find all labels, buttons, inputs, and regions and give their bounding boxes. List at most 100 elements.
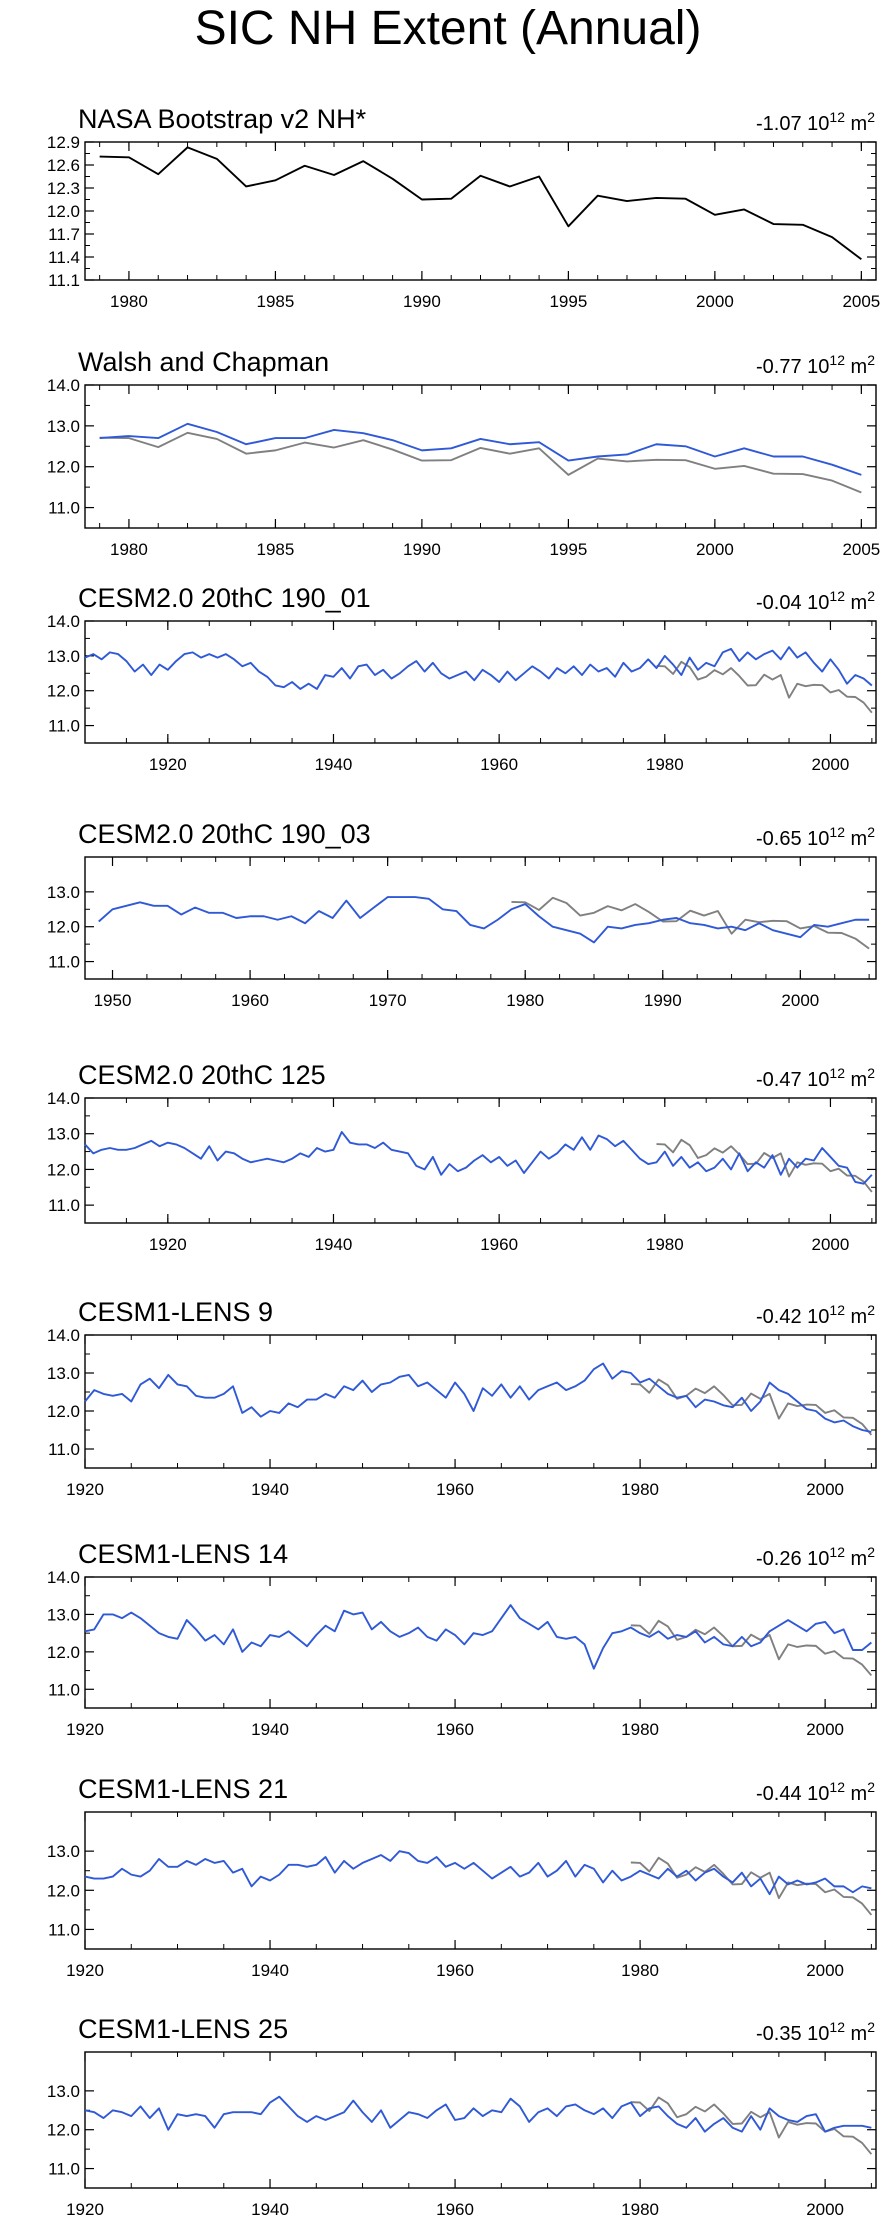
x-tick-label: 1980 — [646, 1235, 684, 1254]
y-tick-label: 12.0 — [47, 202, 80, 221]
x-tick-label: 1940 — [251, 1720, 289, 1739]
x-tick-label: 1960 — [480, 1235, 518, 1254]
panel-4: CESM2.0 20thC 190_03 -0.65 1012 m2 11.0 12.… — [47, 819, 877, 1010]
y-tick-label: 11.1 — [48, 271, 80, 290]
trend-suffix: m — [845, 1069, 867, 1091]
series-line-obs — [656, 660, 873, 714]
y-tick-label: 12.6 — [47, 156, 80, 175]
trend-unit: 10 — [807, 1069, 829, 1091]
trend-value: -0.77 — [756, 356, 802, 378]
panels-group: NASA Bootstrap v2 NH* -1.07 1012 m211.111… — [47, 104, 880, 2219]
x-tick-label: 1940 — [315, 755, 353, 774]
series-line-main — [99, 146, 862, 261]
trend-suffix: m — [845, 1306, 867, 1328]
x-tick-label: 2000 — [806, 1961, 844, 1980]
series-line-model — [84, 1604, 872, 1670]
y-tick-label: 14.0 — [47, 612, 80, 631]
x-tick-label: 1920 — [149, 1235, 187, 1254]
x-tick-label: 1920 — [149, 755, 187, 774]
y-tick-label: 11.0 — [48, 2160, 80, 2179]
x-tick-label: 2000 — [781, 991, 819, 1010]
trend-unit: 10 — [807, 592, 829, 614]
panel-title: CESM1-LENS 14 — [78, 1539, 288, 1569]
x-tick-label: 1920 — [66, 2200, 104, 2219]
series-line-model — [84, 1362, 872, 1433]
x-tick-label: 1960 — [480, 755, 518, 774]
trend-value: -0.35 — [756, 2023, 802, 2045]
series-line-model — [84, 646, 873, 690]
trend-suffix: m — [845, 113, 867, 135]
panel-9: CESM1-LENS 25 -0.35 1012 m2 11.0 12.0 13.0 19… — [47, 2014, 877, 2219]
series-line-obs — [656, 1138, 873, 1193]
plot-frame — [84, 1576, 877, 1709]
x-tick-label: 2005 — [842, 292, 880, 311]
y-tick-label: 12.0 — [47, 918, 80, 937]
trend-exponent: 12 — [829, 352, 845, 368]
trend-suffix-exponent: 2 — [867, 824, 875, 840]
y-tick-label: 11.0 — [48, 1680, 80, 1699]
panel-title: CESM2.0 20thC 190_01 — [78, 583, 371, 613]
y-tick-label: 13.0 — [47, 2082, 80, 2101]
y-tick-label: 12.3 — [47, 179, 80, 198]
x-tick-label: 1980 — [621, 2200, 659, 2219]
y-tick-label: 12.9 — [47, 133, 80, 152]
plot-frame — [84, 620, 877, 744]
x-tick-label: 2000 — [696, 292, 734, 311]
x-tick-label: 1985 — [257, 540, 295, 559]
trend-unit: 10 — [807, 356, 829, 378]
series-line-obs — [630, 1856, 873, 1916]
trend-value: -0.42 — [756, 1306, 802, 1328]
trend-value: -0.47 — [756, 1069, 802, 1091]
plot-frame — [84, 384, 877, 529]
trend-label: -0.47 1012 m2 — [756, 1065, 875, 1091]
trend-value: -0.65 — [756, 828, 802, 850]
y-tick-label: 13.0 — [47, 883, 80, 902]
trend-label: -0.26 1012 m2 — [756, 1544, 875, 1570]
x-tick-label: 2005 — [842, 540, 880, 559]
series-line-model — [98, 896, 870, 944]
y-tick-label: 12.0 — [47, 2121, 80, 2140]
x-tick-label: 1940 — [251, 1961, 289, 1980]
trend-label: -0.44 1012 m2 — [756, 1779, 875, 1805]
trend-suffix: m — [845, 828, 867, 850]
panel-2: Walsh and Chapman -0.77 1012 m2 11.0 12.0 13… — [47, 347, 880, 559]
trend-value: -0.04 — [756, 592, 802, 614]
x-tick-label: 1980 — [506, 991, 544, 1010]
trend-unit: 10 — [807, 1306, 829, 1328]
trend-unit: 10 — [807, 1783, 829, 1805]
panel-title: NASA Bootstrap v2 NH* — [78, 104, 367, 134]
y-tick-label: 11.0 — [48, 1196, 80, 1215]
y-tick-label: 12.0 — [47, 1881, 80, 1900]
y-tick-label: 12.0 — [47, 1402, 80, 1421]
trend-unit: 10 — [807, 2023, 829, 2045]
trend-exponent: 12 — [829, 1302, 845, 1318]
series-line-model — [84, 2095, 872, 2133]
trend-exponent: 12 — [829, 2019, 845, 2035]
plot-frame — [84, 141, 877, 281]
plot-frame — [84, 2051, 877, 2189]
plot-frame — [84, 1811, 877, 1950]
panel-3: CESM2.0 20thC 190_01 -0.04 1012 m2 11.0 12.… — [47, 583, 877, 774]
x-tick-label: 2000 — [812, 1235, 850, 1254]
y-tick-label: 11.0 — [48, 953, 80, 972]
trend-label: -0.04 1012 m2 — [756, 588, 875, 614]
panel-6: CESM1-LENS 9 -0.42 1012 m2 11.0 12.0 13.0 14.… — [47, 1297, 877, 1499]
y-tick-label: 13.0 — [47, 1364, 80, 1383]
x-tick-label: 1960 — [436, 1720, 474, 1739]
trend-value: -0.44 — [756, 1783, 802, 1805]
x-tick-label: 1970 — [369, 991, 407, 1010]
x-tick-label: 1940 — [251, 1480, 289, 1499]
panel-7: CESM1-LENS 14 -0.26 1012 m2 11.0 12.0 13.0 14… — [47, 1539, 877, 1739]
series-line-model — [99, 422, 862, 476]
trend-suffix: m — [845, 592, 867, 614]
y-tick-label: 14.0 — [47, 1568, 80, 1587]
plot-frame — [84, 856, 877, 980]
panel-title: CESM1-LENS 9 — [78, 1297, 273, 1327]
x-tick-label: 2000 — [806, 1480, 844, 1499]
figure-title: SIC NH Extent (Annual) — [195, 2, 702, 55]
y-tick-label: 11.7 — [48, 225, 80, 244]
x-tick-label: 1940 — [251, 2200, 289, 2219]
y-tick-label: 12.0 — [47, 682, 80, 701]
